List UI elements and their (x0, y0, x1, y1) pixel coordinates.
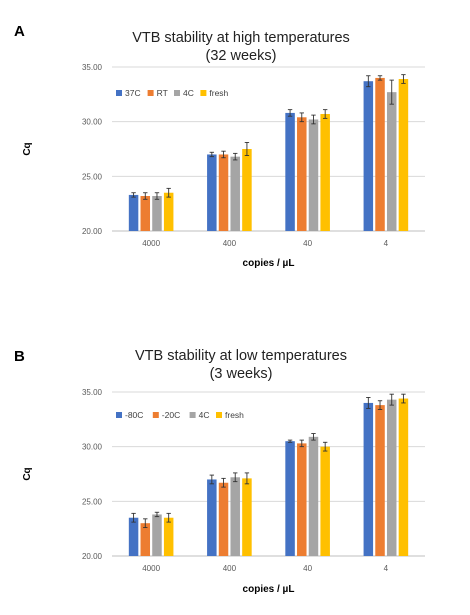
bar (140, 523, 151, 556)
bar (375, 77, 385, 231)
legend-swatch (152, 412, 159, 418)
bar (398, 79, 409, 231)
bar (375, 405, 385, 556)
y-tick-label: 30.00 (82, 118, 103, 127)
legend-label: -20C (162, 410, 180, 420)
legend-label: -80C (125, 410, 143, 420)
x-tick-label: 400 (223, 564, 237, 573)
bar (242, 149, 252, 231)
chart-panel-b: B VTB stability at low temperatures (3 wee… (14, 348, 425, 595)
legend-swatch (174, 90, 180, 96)
x-tick-label: 40 (303, 564, 312, 573)
bar (297, 443, 307, 556)
bar (218, 482, 229, 556)
bar (163, 192, 174, 231)
legend-label: RT (157, 88, 168, 98)
x-axis-label: copies / µL (243, 258, 295, 269)
chart-panel-a: A VTB stability at high temperatures (32 w… (14, 23, 425, 269)
bar (285, 441, 295, 556)
legend: -80C -20C 4C fresh (116, 410, 244, 420)
bar (386, 92, 397, 231)
legend-swatch (216, 412, 222, 418)
bar (230, 477, 240, 556)
legend-label: 37C (125, 88, 141, 98)
bar (320, 446, 330, 556)
x-tick-label: 4 (384, 239, 389, 248)
legend-label: 4C (199, 410, 210, 420)
legend-swatch (116, 412, 122, 418)
y-axis-label: Cq (22, 142, 33, 155)
y-tick-label: 20.00 (82, 552, 103, 561)
bar (152, 196, 162, 231)
y-tick-label: 25.00 (82, 497, 103, 506)
bar (242, 478, 252, 556)
y-tick-label: 20.00 (82, 227, 103, 236)
bar (297, 117, 307, 231)
x-axis-label: copies / µL (243, 584, 295, 595)
y-tick-label: 35.00 (82, 388, 103, 397)
chart-subtitle: (32 weeks) (206, 48, 277, 64)
bar (386, 399, 397, 556)
bar (320, 114, 330, 231)
legend-label: fresh (225, 410, 244, 420)
bar (163, 517, 174, 556)
legend: 37C RT 4C fresh (116, 88, 229, 98)
y-tick-label: 30.00 (82, 443, 103, 452)
bar (363, 402, 374, 556)
bar (128, 194, 139, 231)
chart-subtitle: (3 weeks) (210, 366, 273, 382)
x-tick-label: 4000 (142, 239, 160, 248)
legend-swatch (189, 412, 196, 418)
x-tick-label: 4 (384, 564, 389, 573)
y-tick-label: 25.00 (82, 172, 103, 181)
legend-swatch (147, 90, 154, 96)
y-tick-label: 35.00 (82, 63, 103, 72)
bar (128, 517, 139, 556)
panel-label: B (14, 348, 25, 365)
x-tick-label: 400 (223, 239, 237, 248)
chart-title: VTB stability at low temperatures (135, 348, 347, 364)
legend-swatch (116, 90, 122, 96)
legend-label: 4C (183, 88, 194, 98)
panel-label: A (14, 23, 25, 40)
bar (207, 479, 217, 556)
legend-swatch (200, 90, 207, 96)
chart-title: VTB stability at high temperatures (132, 30, 350, 46)
legend-label: fresh (209, 88, 228, 98)
bar (308, 119, 319, 231)
y-axis-label: Cq (22, 467, 33, 480)
x-tick-label: 4000 (142, 564, 160, 573)
bar (152, 514, 162, 556)
bar (398, 398, 409, 556)
bar (308, 436, 319, 556)
bar (218, 154, 229, 231)
bar (207, 154, 217, 231)
bar (363, 81, 374, 231)
x-tick-label: 40 (303, 239, 312, 248)
bar (230, 156, 240, 231)
bar (140, 196, 151, 231)
bar (285, 112, 295, 231)
